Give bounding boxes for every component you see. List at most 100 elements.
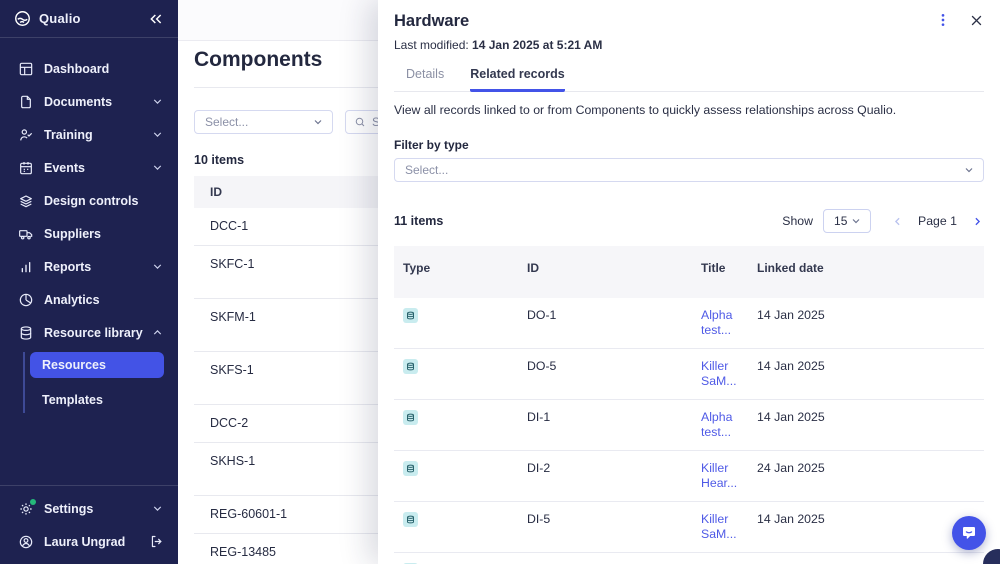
sidebar-item-settings[interactable]: Settings (0, 492, 178, 525)
sidebar-item-design-controls[interactable]: Design controls (0, 184, 178, 217)
brand-name: Qualio (39, 11, 81, 26)
record-title-link[interactable]: Alpha test... (701, 410, 733, 439)
sidebar-footer: Settings Laura Ungrad (0, 485, 178, 558)
sidebar-item-label: Documents (44, 94, 113, 109)
sidebar-item-training[interactable]: Training (0, 118, 178, 151)
sidebar-item-analytics[interactable]: Analytics (0, 283, 178, 316)
tab-related-records[interactable]: Related records (470, 67, 565, 92)
record-title-link[interactable]: Killer Hear... (701, 461, 738, 490)
page-size-select[interactable]: 15 (823, 209, 872, 233)
corner-widget (983, 549, 1000, 564)
sidebar-item-documents[interactable]: Documents (0, 85, 178, 118)
sidebar-item-label: Training (44, 127, 93, 142)
logout-icon[interactable] (149, 534, 164, 549)
pie-chart-icon (18, 292, 34, 308)
sidebar-item-label: Settings (44, 501, 94, 516)
linked-date: 14 Jan 2025 (757, 359, 825, 373)
database-icon (18, 325, 34, 341)
items-count: 11 items (394, 214, 444, 228)
user-avatar-icon (18, 534, 34, 550)
qualio-logo-icon (13, 9, 32, 28)
chevron-down-icon (963, 164, 975, 176)
chevron-down-icon (312, 116, 324, 128)
layers-icon (18, 193, 34, 209)
type-filter-select[interactable]: Select... (394, 158, 984, 182)
kebab-menu-icon[interactable] (935, 12, 951, 28)
sidebar-header: Qualio (0, 0, 178, 38)
page-title: Components (194, 48, 323, 71)
sidebar-user[interactable]: Laura Ungrad (0, 525, 178, 558)
table-row[interactable]: DO-1 Alpha test... 14 Jan 2025 (394, 298, 984, 349)
close-icon[interactable] (969, 13, 984, 28)
table-row[interactable]: DI-1 Alpha test... 14 Jan 2025 (394, 400, 984, 451)
column-header-id: ID (210, 185, 222, 199)
components-filter-select[interactable]: Select... (194, 110, 333, 134)
document-icon (18, 94, 34, 110)
select-placeholder: Select... (405, 163, 449, 177)
sidebar-item-reports[interactable]: Reports (0, 250, 178, 283)
column-header-title: Title (701, 261, 726, 275)
next-page-icon[interactable] (971, 215, 984, 228)
table-row[interactable]: DI-2 Killer Hear... 24 Jan 2025 (394, 451, 984, 502)
sidebar-item-suppliers[interactable]: Suppliers (0, 217, 178, 250)
sidebar-item-label: Design controls (44, 193, 139, 208)
sidebar-item-label: Events (44, 160, 85, 175)
previous-page-icon[interactable] (891, 215, 904, 228)
record-title-link[interactable]: Alpha test... (701, 308, 733, 337)
table-header-row: Type ID Title Linked date (394, 246, 984, 298)
training-icon (18, 127, 34, 143)
record-type-icon (403, 461, 418, 476)
bar-chart-icon (18, 259, 34, 275)
page-indicator: Page 1 (918, 214, 957, 228)
tab-details[interactable]: Details (406, 67, 445, 81)
resource-library-submenu: Resources Templates (23, 352, 178, 413)
collapse-sidebar-icon[interactable] (148, 11, 164, 27)
chat-widget-button[interactable] (952, 516, 986, 550)
select-placeholder: Select... (205, 115, 249, 129)
record-detail-panel: Hardware Last modified: 14 Jan 2025 at 5… (378, 0, 1000, 564)
sidebar-subitem-label: Templates (42, 393, 103, 407)
record-id: DI-1 (527, 410, 551, 424)
sidebar: Qualio Dashboard Documents Training Even… (0, 0, 178, 564)
component-id: REG-13485 (210, 545, 277, 559)
component-id: SKFC-1 (210, 257, 255, 271)
last-modified: Last modified: 14 Jan 2025 at 5:21 AM (394, 38, 603, 52)
sidebar-item-label: Resource library (44, 325, 143, 340)
table-row[interactable]: DO-5 Killer SaM... 14 Jan 2025 (394, 349, 984, 400)
component-id: DCC-1 (210, 219, 249, 233)
sidebar-item-events[interactable]: Events (0, 151, 178, 184)
record-type-icon (403, 359, 418, 374)
sidebar-item-resources[interactable]: Resources (30, 352, 164, 378)
user-name: Laura Ungrad (44, 534, 126, 549)
record-id: DI-2 (527, 461, 551, 475)
chevron-down-icon (151, 260, 164, 273)
chevron-up-icon (151, 326, 164, 339)
component-id: SKHS-1 (210, 454, 256, 468)
component-id: DCC-2 (210, 416, 249, 430)
pagination: Show 15 Page 1 (782, 209, 984, 233)
panel-title: Hardware (394, 12, 470, 30)
sidebar-item-templates[interactable]: Templates (30, 387, 164, 413)
related-records-table: Type ID Title Linked date DO-1 Alpha test… (394, 246, 984, 564)
chat-bubble-icon (963, 527, 975, 539)
sidebar-item-dashboard[interactable]: Dashboard (0, 52, 178, 85)
chevron-down-icon (850, 215, 862, 227)
sidebar-item-label: Analytics (44, 292, 100, 307)
chevron-down-icon (151, 128, 164, 141)
calendar-icon (18, 160, 34, 176)
chevron-down-icon (151, 95, 164, 108)
table-row[interactable]: DI-5 Killer SaM... 14 Jan 2025 (394, 502, 984, 553)
record-id: DI-5 (527, 512, 551, 526)
record-id: DO-1 (527, 308, 557, 322)
linked-date: 14 Jan 2025 (757, 410, 825, 424)
chevron-down-icon (151, 161, 164, 174)
page-size-value: 15 (834, 214, 848, 228)
linked-date: 14 Jan 2025 (757, 512, 825, 526)
linked-date: 24 Jan 2025 (757, 461, 825, 475)
status-dot (30, 498, 36, 505)
sidebar-item-resource-library[interactable]: Resource library (0, 316, 178, 349)
chevron-down-icon (151, 502, 164, 515)
